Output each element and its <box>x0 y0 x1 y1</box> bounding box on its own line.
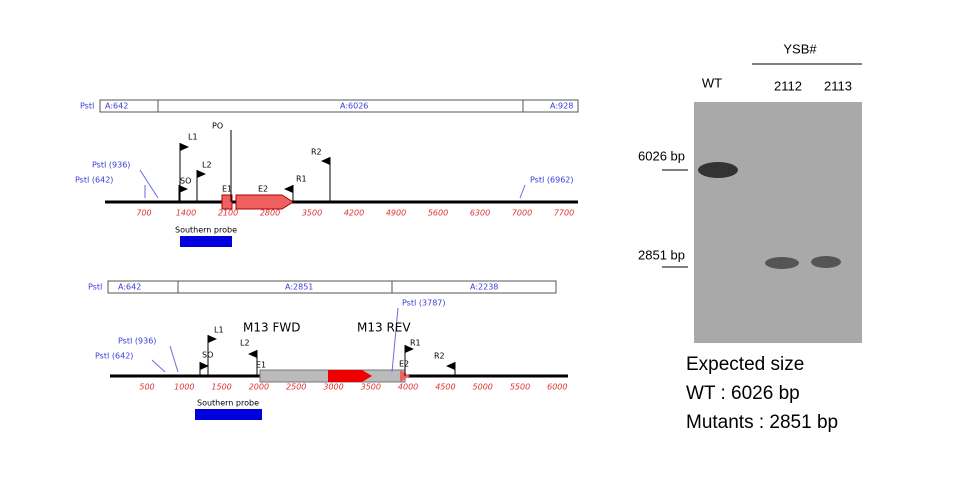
lane-label: 2112 <box>774 78 802 93</box>
lane-label: WT <box>702 75 722 90</box>
scale-label: 4000 <box>398 383 418 392</box>
size-label: 6026 bp <box>638 148 685 163</box>
band <box>811 256 841 268</box>
exon-2 <box>235 194 294 210</box>
probe-label: Southern probe <box>175 226 237 235</box>
marker-flag <box>200 362 209 370</box>
fragment-label: A:642 <box>105 102 128 111</box>
marker-label: L1 <box>214 326 224 335</box>
probe-label: Southern probe <box>197 399 259 408</box>
marker-label: R1 <box>296 175 307 184</box>
scale-label: 1500 <box>211 383 231 392</box>
scale-label: 4500 <box>435 383 455 392</box>
marker-label: R2 <box>311 148 322 157</box>
fragment-label: A:642 <box>118 283 141 292</box>
scale-label: 3500 <box>361 383 381 392</box>
marker-label: M13 FWD <box>243 321 300 335</box>
scale-label: 5500 <box>510 383 530 392</box>
scale-label: 1400 <box>176 209 196 218</box>
scale-label: 4200 <box>344 209 364 218</box>
scale-label: 1000 <box>174 383 194 392</box>
fragment-label: A:2238 <box>470 283 498 292</box>
marker-label: E2 <box>258 185 268 194</box>
fragment-label: A:2851 <box>285 283 313 292</box>
probe <box>195 409 262 420</box>
scale-label: 2000 <box>249 383 269 392</box>
scale-label: 700 <box>136 209 151 218</box>
band <box>765 257 799 269</box>
site-label: PstI (3787) <box>402 299 446 308</box>
expected-line: Mutants : 2851 bp <box>686 412 838 433</box>
site-line <box>519 184 526 199</box>
fragment-label: A:928 <box>550 102 573 111</box>
marker-label: E1 <box>256 361 266 370</box>
marker-label: E1 <box>222 185 232 194</box>
site-line <box>169 345 179 373</box>
marker-label: L2 <box>202 161 212 170</box>
site-label: PstI (936) <box>118 337 156 346</box>
site-line <box>151 359 166 373</box>
marker-label: PO <box>212 122 223 131</box>
marker-flag <box>248 350 257 358</box>
site-line <box>391 307 399 373</box>
marker-label: M13 REV <box>357 321 411 335</box>
marker-label: R1 <box>410 339 421 348</box>
marker-flag <box>446 362 455 370</box>
marker-label: SO <box>202 351 213 360</box>
marker-flag <box>208 335 217 343</box>
marker-flag <box>321 157 330 165</box>
site-label: PstI (936) <box>92 161 130 170</box>
marker-label: L2 <box>240 339 250 348</box>
fragment-label: PstI <box>80 102 94 111</box>
scale-label: 5000 <box>473 383 493 392</box>
lane-label: 2113 <box>824 78 852 93</box>
scale-label: 4900 <box>386 209 406 218</box>
marker-label: E2 <box>399 360 409 369</box>
marker-label: SO <box>180 177 191 186</box>
marker-flag <box>197 170 206 178</box>
scale-label: 6300 <box>470 209 490 218</box>
band <box>698 162 738 178</box>
fragment-label: A:6026 <box>340 102 368 111</box>
marker-flag <box>405 345 414 353</box>
scale-label: 500 <box>139 383 154 392</box>
site-label: PstI (642) <box>75 176 113 185</box>
site-label: PstI (6962) <box>530 176 574 185</box>
expected-line: WT : 6026 bp <box>686 383 800 404</box>
scale-label: 3000 <box>323 383 343 392</box>
scale-label: 7000 <box>512 209 532 218</box>
scale-label: 2100 <box>218 209 238 218</box>
marker-label: R2 <box>434 352 445 361</box>
exon-1 <box>221 194 233 210</box>
marker-label: L1 <box>188 133 198 142</box>
probe <box>180 236 232 247</box>
scale-label: 2800 <box>260 209 280 218</box>
fragment-label: PstI <box>88 283 102 292</box>
scale-label: 3500 <box>302 209 322 218</box>
scale-label: 5600 <box>428 209 448 218</box>
fragment-bar <box>107 280 557 294</box>
fragment-bar <box>99 99 579 113</box>
expected-title: Expected size <box>686 354 804 375</box>
site-label: PstI (642) <box>95 352 133 361</box>
scale-label: 6000 <box>547 383 567 392</box>
marker-flag <box>179 185 188 193</box>
size-label: 2851 bp <box>638 247 685 262</box>
scale-label: 7700 <box>554 209 574 218</box>
marker-flag <box>284 185 293 193</box>
gel-image <box>694 102 862 343</box>
marker-gene <box>328 370 372 382</box>
group-label: YSB# <box>783 41 817 56</box>
site-line <box>139 169 159 199</box>
marker-flag <box>180 143 189 151</box>
scale-label: 2500 <box>286 383 306 392</box>
